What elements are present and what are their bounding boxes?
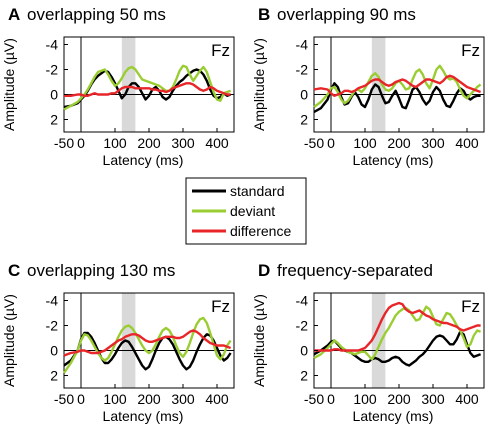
electrode-label: Fz: [211, 297, 230, 316]
x-tick-label: 200: [137, 391, 161, 407]
panel-letter: B: [258, 5, 270, 24]
x-tick-label: 0: [77, 135, 85, 151]
y-axis-label: Amplitude (µV): [251, 294, 267, 387]
panel-title: overlapping 90 ms: [277, 5, 416, 24]
series-line-deviant: [313, 64, 482, 108]
y-tick-label: 0: [50, 343, 58, 359]
y-tick-label: -2: [46, 318, 59, 334]
x-axis-label: Latency (ms): [353, 152, 434, 168]
x-tick-label: -50: [54, 391, 74, 407]
x-tick-label: -50: [54, 135, 74, 151]
plot-frame: [313, 292, 485, 389]
x-tick-label: 0: [77, 391, 85, 407]
panel-letter: C: [8, 261, 20, 280]
y-tick-label: 2: [300, 368, 308, 384]
series-line-difference: [313, 74, 481, 97]
y-tick-label: -4: [296, 37, 309, 53]
y-tick-label: 2: [300, 112, 308, 128]
y-axis-label: Amplitude (µV): [1, 38, 17, 131]
shaded-window: [371, 293, 386, 388]
y-tick-label: 0: [50, 87, 58, 103]
panel-letter: D: [258, 261, 270, 280]
x-tick-label: 300: [421, 135, 445, 151]
x-tick-label: 400: [455, 135, 479, 151]
y-tick-label: -2: [296, 62, 309, 78]
electrode-label: Fz: [211, 41, 230, 60]
y-tick-label: 2: [50, 368, 58, 384]
x-tick-label: 200: [137, 135, 161, 151]
legend: standard deviant difference: [185, 177, 307, 245]
panel-title: overlapping 50 ms: [27, 5, 166, 24]
y-tick-label: 2: [50, 112, 58, 128]
y-tick-label: 0: [300, 343, 308, 359]
x-axis-label: Latency (ms): [103, 408, 184, 424]
series-line-difference: [63, 329, 231, 357]
x-tick-label: 100: [353, 135, 377, 151]
y-tick-label: -4: [46, 37, 59, 53]
electrode-label: Fz: [461, 41, 480, 60]
y-axis-label: Amplitude (µV): [251, 38, 267, 131]
x-tick-label: 100: [103, 391, 127, 407]
y-tick-label: -4: [46, 293, 59, 309]
x-tick-label: 300: [171, 135, 195, 151]
series-line-difference: [314, 301, 481, 352]
x-tick-label: 300: [171, 391, 195, 407]
shaded-window: [371, 37, 386, 132]
legend-label-standard: standard: [230, 183, 284, 199]
y-tick-label: -2: [46, 62, 59, 78]
x-tick-label: 0: [327, 391, 335, 407]
panel-title: overlapping 130 ms: [27, 261, 175, 280]
x-axis-label: Latency (ms): [103, 152, 184, 168]
x-tick-label: 200: [387, 391, 411, 407]
series-line-deviant: [313, 305, 482, 361]
x-tick-label: 100: [103, 135, 127, 151]
panel-letter: A: [8, 5, 20, 24]
legend-label-difference: difference: [230, 223, 291, 239]
panel-title: frequency-separated: [277, 261, 433, 280]
series-line-standard: [63, 68, 232, 109]
x-tick-label: 100: [353, 391, 377, 407]
y-tick-label: 0: [300, 87, 308, 103]
x-tick-label: 400: [205, 135, 229, 151]
series-line-standard: [313, 82, 481, 114]
x-tick-label: -50: [304, 135, 324, 151]
series-line-deviant: [63, 64, 231, 111]
x-tick-label: 400: [455, 391, 479, 407]
y-axis-label: Amplitude (µV): [1, 294, 17, 387]
shaded-window: [121, 37, 136, 132]
x-tick-label: -50: [304, 391, 324, 407]
series-line-difference: [64, 82, 231, 97]
shaded-window: [121, 293, 136, 388]
x-tick-label: 300: [421, 391, 445, 407]
legend-label-deviant: deviant: [230, 203, 275, 219]
x-axis-label: Latency (ms): [353, 408, 434, 424]
y-tick-label: -2: [296, 318, 309, 334]
x-tick-label: 400: [205, 391, 229, 407]
x-tick-label: 0: [327, 135, 335, 151]
series-line-deviant: [63, 316, 232, 374]
electrode-label: Fz: [461, 297, 480, 316]
y-tick-label: -4: [296, 293, 309, 309]
x-tick-label: 200: [387, 135, 411, 151]
